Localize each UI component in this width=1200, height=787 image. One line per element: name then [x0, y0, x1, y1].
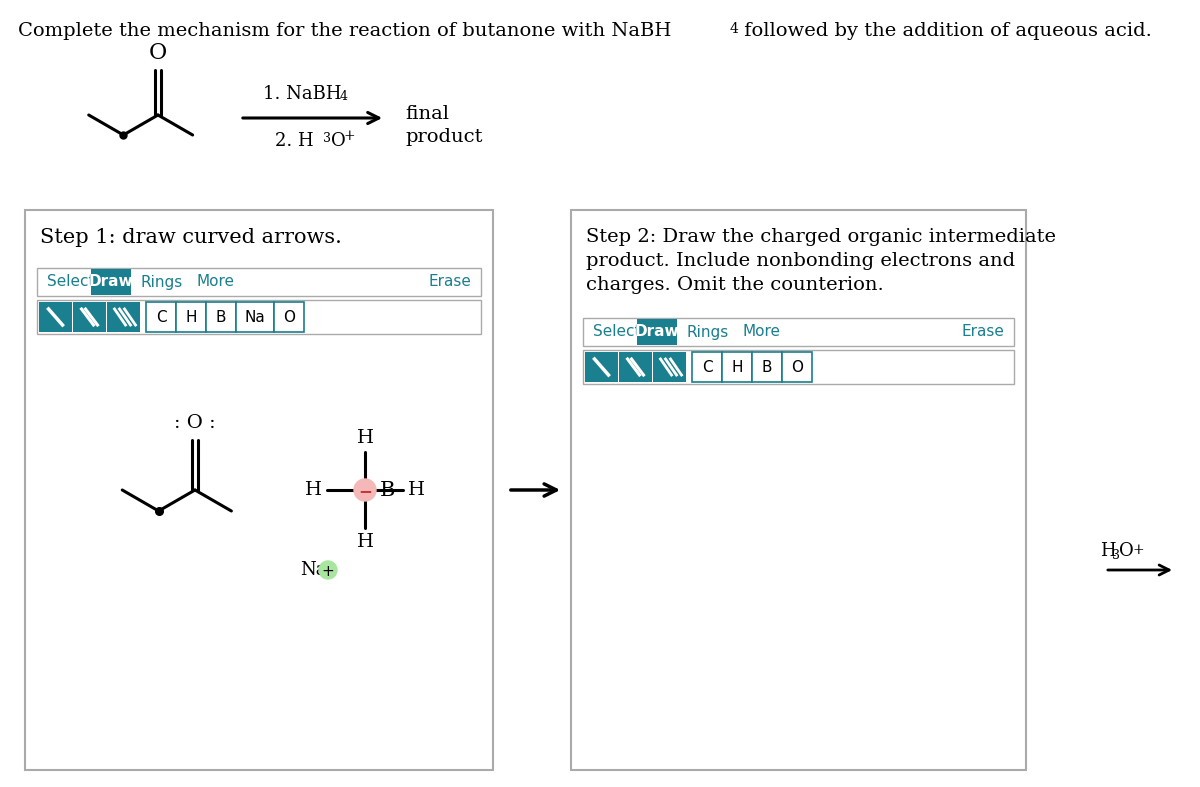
Text: Erase: Erase: [961, 324, 1004, 339]
Text: Select: Select: [47, 275, 95, 290]
Text: C: C: [156, 309, 167, 324]
Text: +: +: [343, 129, 355, 143]
Text: : O :: : O :: [174, 414, 216, 432]
Text: 2. H: 2. H: [275, 132, 314, 150]
Text: final: final: [406, 105, 449, 123]
Text: 3: 3: [1112, 549, 1120, 562]
Text: Rings: Rings: [142, 275, 184, 290]
Bar: [692, 352, 722, 382]
Bar: [637, 319, 677, 345]
Text: More: More: [196, 275, 234, 290]
Text: H: H: [356, 533, 373, 551]
Bar: [236, 302, 274, 332]
Text: More: More: [742, 324, 780, 339]
Text: Select: Select: [593, 324, 641, 339]
Text: 3: 3: [323, 132, 330, 145]
Text: O: O: [149, 42, 167, 64]
Text: Draw: Draw: [635, 324, 679, 339]
Text: −: −: [358, 482, 372, 500]
Text: H: H: [185, 309, 197, 324]
Text: 4: 4: [730, 22, 739, 36]
Bar: [91, 269, 131, 295]
Text: Step 1: draw curved arrows.: Step 1: draw curved arrows.: [40, 228, 342, 247]
Text: H: H: [305, 481, 322, 499]
Text: Draw: Draw: [89, 275, 133, 290]
Text: O: O: [1120, 542, 1134, 560]
Bar: [38, 302, 72, 332]
Bar: [37, 300, 481, 334]
Bar: [571, 210, 1026, 770]
Bar: [752, 352, 782, 382]
Bar: [653, 352, 686, 382]
Text: B: B: [216, 309, 227, 324]
Text: followed by the addition of aqueous acid.: followed by the addition of aqueous acid…: [738, 22, 1152, 40]
Text: B: B: [762, 360, 773, 375]
Text: Erase: Erase: [428, 275, 470, 290]
Circle shape: [354, 479, 376, 501]
Text: Na: Na: [300, 561, 326, 579]
Circle shape: [319, 561, 337, 579]
Bar: [25, 210, 493, 770]
Text: C: C: [702, 360, 713, 375]
Text: H: H: [731, 360, 743, 375]
Bar: [73, 302, 106, 332]
Bar: [176, 302, 206, 332]
Text: H: H: [1100, 542, 1116, 560]
Bar: [586, 352, 618, 382]
Text: O: O: [330, 132, 346, 150]
Text: O: O: [283, 309, 295, 324]
Text: Complete the mechanism for the reaction of butanone with NaBH: Complete the mechanism for the reaction …: [18, 22, 671, 40]
Text: 4: 4: [340, 90, 348, 103]
Text: +: +: [322, 563, 335, 578]
Text: charges. Omit the counterion.: charges. Omit the counterion.: [586, 276, 883, 294]
Bar: [722, 352, 752, 382]
Bar: [619, 352, 652, 382]
Text: +: +: [1133, 543, 1145, 557]
Text: product: product: [406, 128, 482, 146]
Bar: [146, 302, 176, 332]
Text: Step 2: Draw the charged organic intermediate: Step 2: Draw the charged organic interme…: [586, 228, 1056, 246]
Bar: [583, 350, 1014, 384]
Text: H: H: [356, 429, 373, 447]
Text: H: H: [408, 481, 425, 499]
Bar: [583, 318, 1014, 346]
Bar: [37, 268, 481, 296]
Text: O: O: [791, 360, 803, 375]
Text: 1. NaBH: 1. NaBH: [263, 85, 342, 103]
Text: B: B: [380, 481, 395, 500]
Text: Na: Na: [245, 309, 265, 324]
Bar: [274, 302, 304, 332]
Bar: [107, 302, 140, 332]
Bar: [206, 302, 236, 332]
Bar: [782, 352, 812, 382]
Text: product. Include nonbonding electrons and: product. Include nonbonding electrons an…: [586, 252, 1015, 270]
Text: Rings: Rings: [686, 324, 730, 339]
